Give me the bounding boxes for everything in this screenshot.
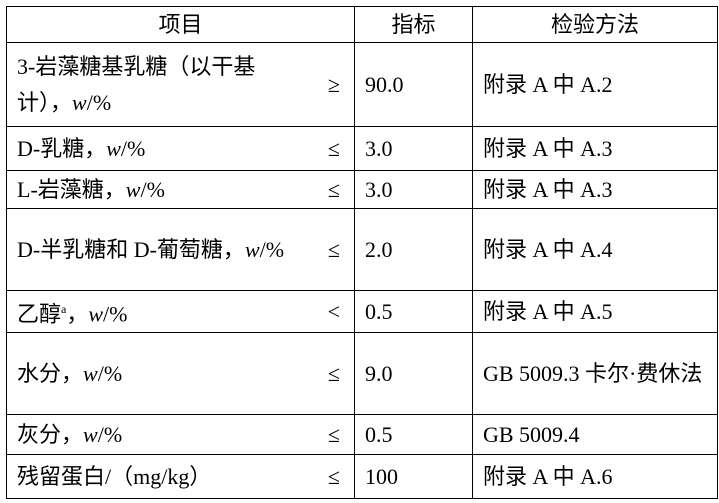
value-cell: 0.5 [354,414,473,456]
value-cell: 0.5 [354,289,473,334]
item-text: w [72,89,87,115]
item: 水分，w/% ≤ [17,356,344,392]
row: 灰分，w/% ≤0.5 GB 5009.4 [6,414,718,456]
item-cell: L-岩藻糖，w/% ≤ [6,170,355,209]
item-cell: 乙醇a，w/% < [6,289,355,334]
operator: ≤ [327,360,340,386]
item-label: 灰分，w/% [17,417,307,453]
item-label: 水分，w/% [17,356,307,392]
item-text: w [125,176,141,202]
item-text: /% [97,360,123,386]
value-cell: 3.0 [354,126,473,171]
method-cell: GB 5009.4 [472,414,718,456]
item-text: 乙醇 [17,301,62,327]
row: D-乳糖，w/% ≤3.0 附录 A 中 A.3 [6,126,718,171]
operator: ≤ [327,421,340,447]
item-text: w [83,360,98,386]
item-text: D-半乳糖和 D-葡萄糖， [17,236,245,262]
item: D-乳糖，w/% ≤ [17,131,344,167]
item-text: 3-岩藻糖基乳糖（以干基计）， [17,53,256,115]
item: 乙醇a，w/% < [17,291,344,332]
method-cell: 附录 A 中 A.3 [472,170,718,209]
method-cell: 附录 A 中 A.3 [472,126,718,171]
item: 3-岩藻糖基乳糖（以干基计），w/% ≥ [17,49,344,121]
item-label: 残留蛋白/（mg/kg） [17,459,307,495]
item-text: w [244,236,260,262]
value-cell: 100 [354,454,473,500]
method-cell: GB 5009.3 卡尔·费休法 [472,332,718,416]
row: L-岩藻糖，w/% ≤3.0 附录 A 中 A.3 [6,170,718,209]
row: 残留蛋白/（mg/kg） ≤100 附录 A 中 A.6 [6,454,718,500]
operator: ≤ [327,236,340,262]
item: L-岩藻糖，w/% ≤ [17,172,344,208]
item-cell: D-乳糖，w/% ≤ [6,126,355,171]
header-cell: 项目 [6,6,355,43]
item-text: L-岩藻糖， [17,176,126,202]
item-text: 灰分， [17,421,84,447]
method-cell: 附录 A 中 A.2 [472,42,718,127]
item-text: /% [86,89,112,115]
table-body: 3-岩藻糖基乳糖（以干基计），w/% ≥90.0 附录 A 中 A.2 D-乳糖，w/… [6,42,718,500]
item-cell: 水分，w/% ≤ [6,332,355,416]
item-text: /% [120,135,146,161]
item: 灰分，w/% ≤ [17,417,344,453]
item-text: /% [103,301,128,327]
item-text: 水分， [17,360,84,386]
item-cell: 3-岩藻糖基乳糖（以干基计），w/% ≥ [6,42,355,127]
item-text: 残留蛋白/（mg/kg） [17,463,212,489]
item-label: D-半乳糖和 D-葡萄糖，w/% [17,232,307,268]
item-text: a [61,302,67,316]
header-cell: 检验方法 [472,6,718,43]
operator: ≥ [327,71,340,97]
item-cell: 灰分，w/% ≤ [6,414,355,456]
item-cell: D-半乳糖和 D-葡萄糖，w/% ≤ [6,208,355,291]
item-label: L-岩藻糖，w/% [17,172,307,208]
item: D-半乳糖和 D-葡萄糖，w/% ≤ [17,232,344,268]
header-cell: 指标 [354,6,473,43]
item-cell: 残留蛋白/（mg/kg） ≤ [6,454,355,500]
value-cell: 9.0 [354,332,473,416]
row: 3-岩藻糖基乳糖（以干基计），w/% ≥90.0 附录 A 中 A.2 [6,42,718,127]
item-text: w [83,421,98,447]
operator: ≤ [327,135,340,161]
item: 残留蛋白/（mg/kg） ≤ [17,459,344,495]
item-text: /% [259,236,285,262]
operator: ≤ [327,176,340,202]
method-cell: 附录 A 中 A.4 [472,208,718,291]
value-cell: 90.0 [354,42,473,127]
value-cell: 3.0 [354,170,473,209]
item-text: /% [140,176,165,202]
spec-table: 项目 指标 检验方法 3-岩藻糖基乳糖（以干基计），w/% ≥90.0 附录 A 中… [6,6,718,500]
operator: < [327,298,340,324]
item-label: D-乳糖，w/% [17,131,307,167]
item-text: ， [66,301,89,327]
method-cell: 附录 A 中 A.6 [472,454,718,500]
row: 乙醇a，w/% <0.5 附录 A 中 A.5 [6,289,718,334]
item-label: 3-岩藻糖基乳糖（以干基计），w/% [17,49,307,121]
item-text: D-乳糖， [17,135,107,161]
item-text: /% [97,421,123,447]
header-row: 项目 指标 检验方法 [6,6,718,43]
row: D-半乳糖和 D-葡萄糖，w/% ≤2.0 附录 A 中 A.4 [6,208,718,291]
row: 水分，w/% ≤9.0 GB 5009.3 卡尔·费休法 [6,332,718,416]
item-text: w [106,135,121,161]
item-text: w [88,301,104,327]
value-cell: 2.0 [354,208,473,291]
method-cell: 附录 A 中 A.5 [472,289,718,334]
item-label: 乙醇a，w/% [17,291,307,332]
operator: ≤ [327,463,340,489]
